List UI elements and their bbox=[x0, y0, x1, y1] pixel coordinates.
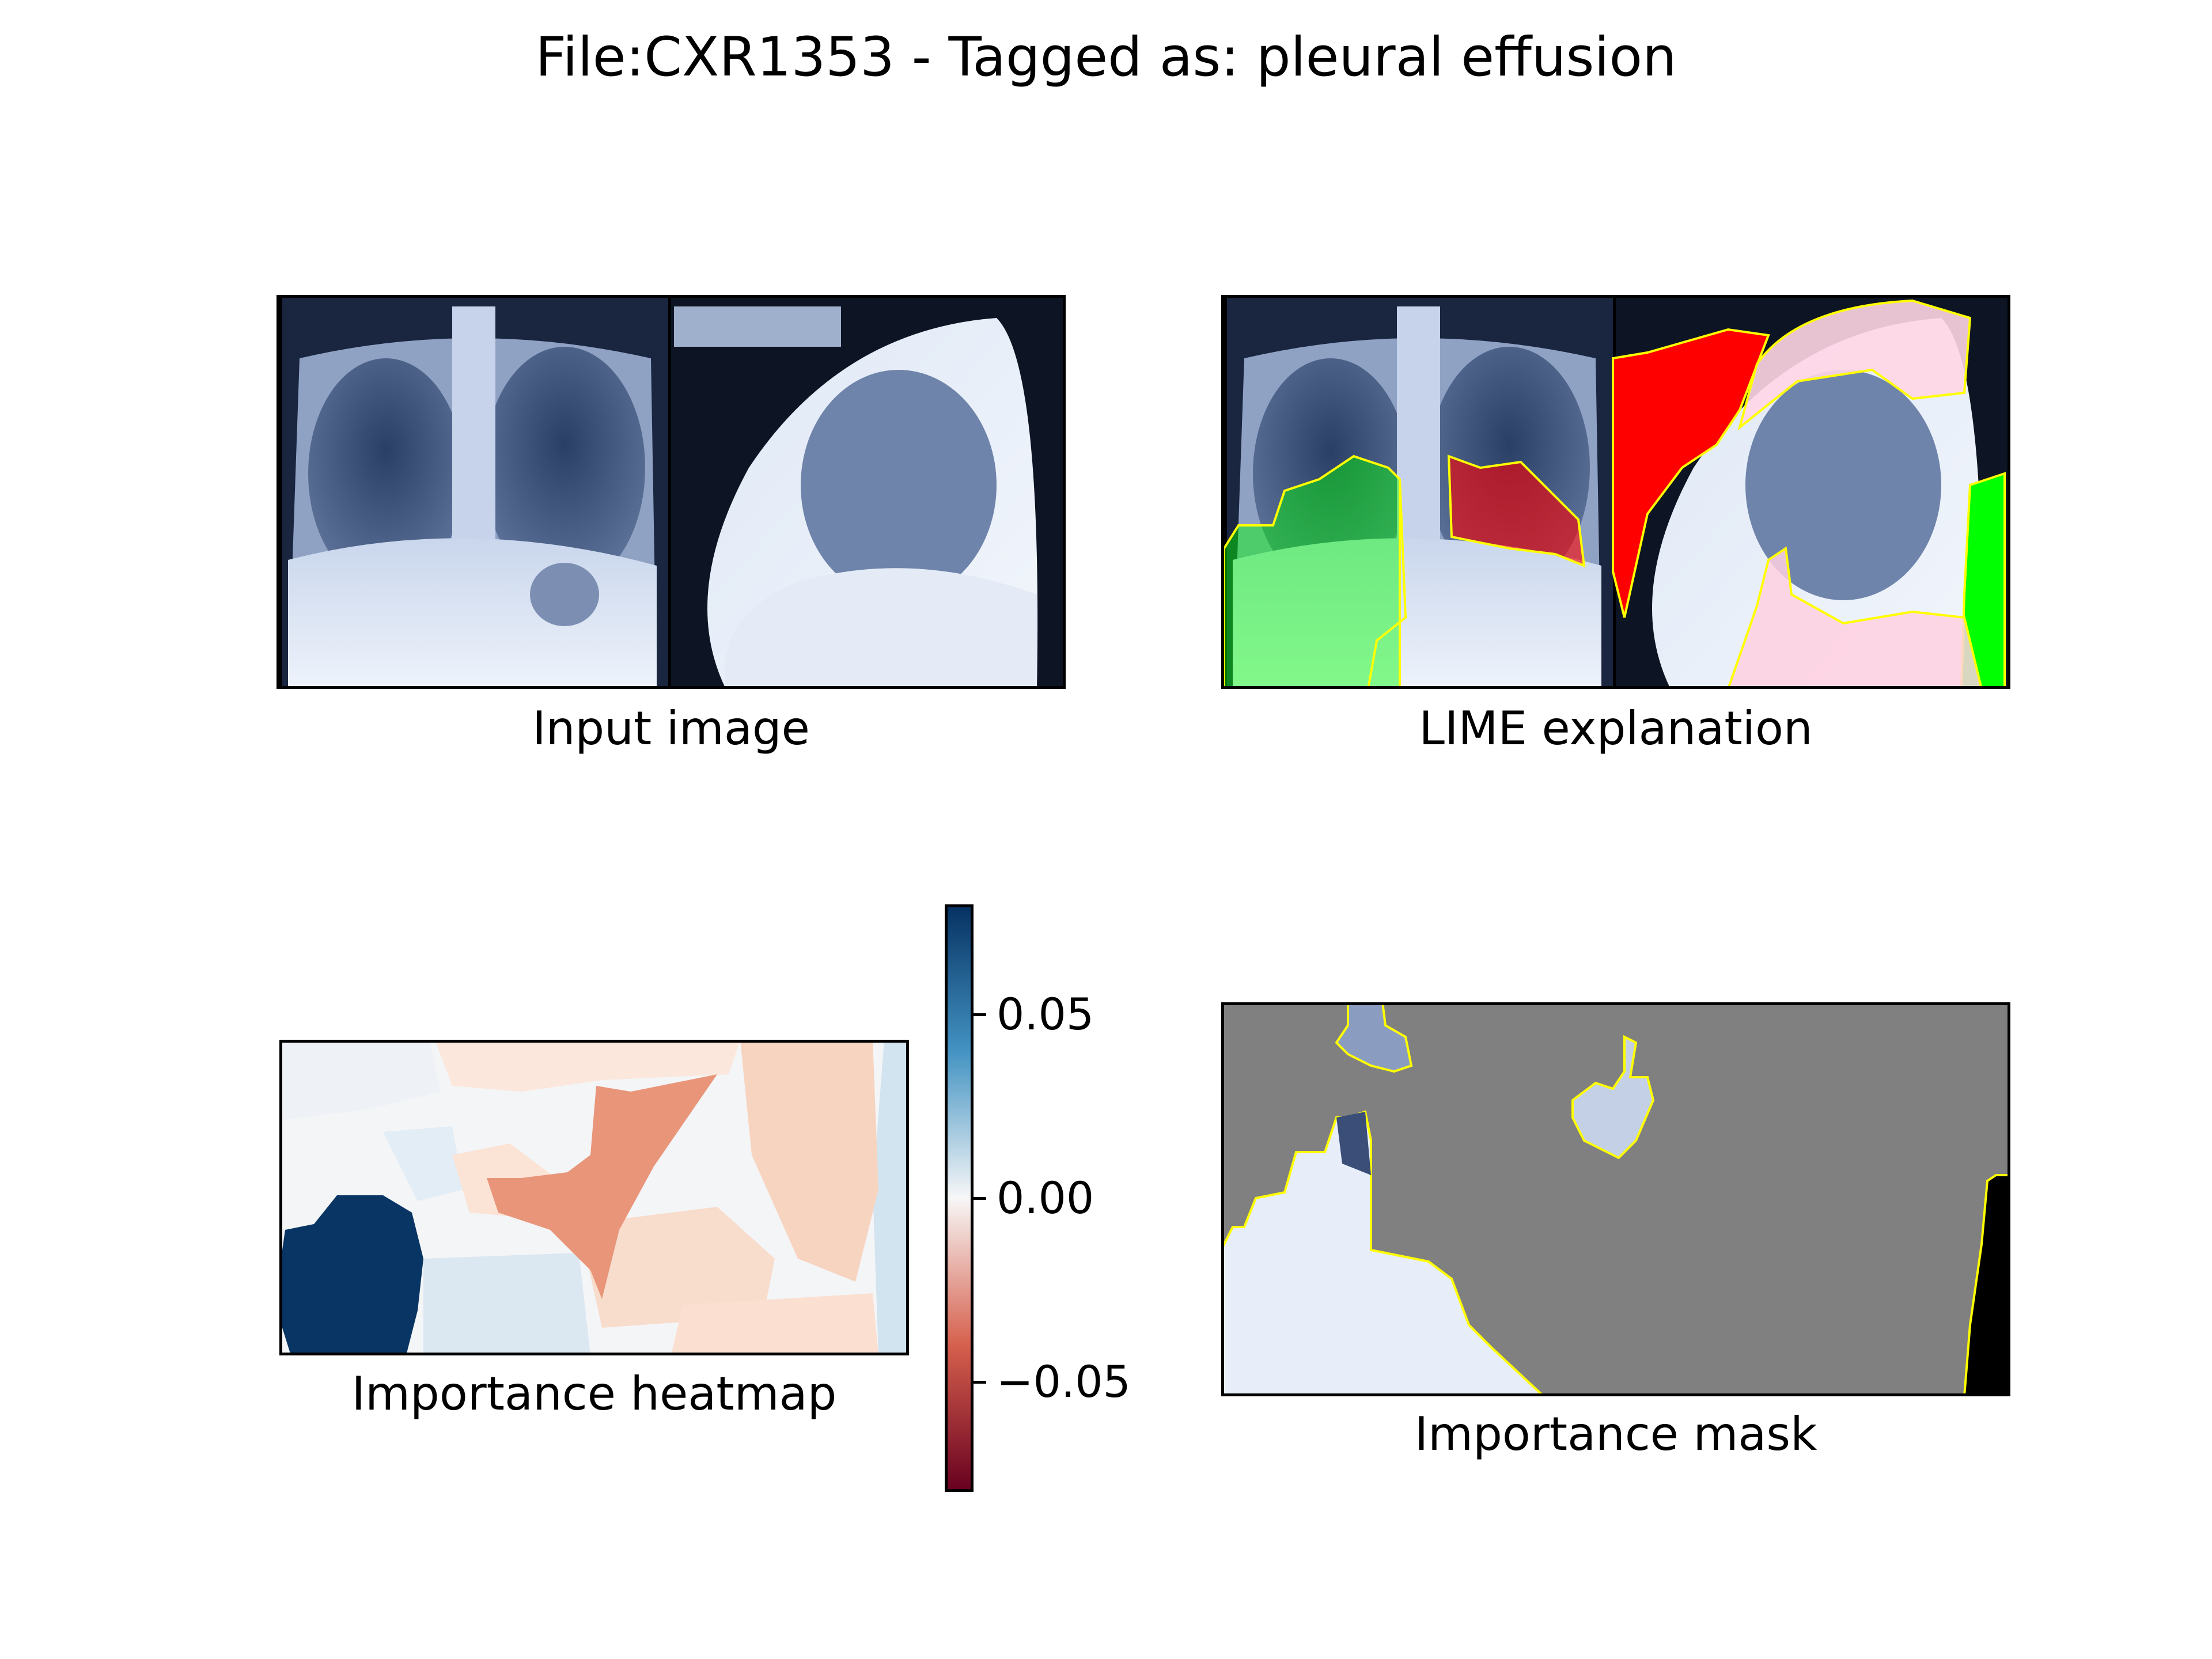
colorbar-gradient bbox=[945, 904, 974, 1492]
input-image-panel bbox=[276, 295, 1066, 689]
mask-visible-region-right bbox=[1963, 1174, 2010, 1396]
lime-positive-region-right bbox=[1960, 472, 2006, 689]
importance-mask-panel bbox=[1221, 1002, 2010, 1396]
heatmap-positive-region bbox=[279, 1195, 423, 1355]
colorbar-tick-label: −0.05 bbox=[997, 1355, 1131, 1407]
colorbar bbox=[945, 904, 974, 1492]
lime-explanation-caption: LIME explanation bbox=[1419, 702, 1813, 755]
heatmap-negative-region bbox=[487, 1074, 717, 1299]
lime-explanation-image bbox=[1221, 295, 2010, 689]
colorbar-tick-label: 0.05 bbox=[997, 988, 1094, 1040]
input-image bbox=[276, 295, 1066, 689]
mask-visible-region-middle bbox=[1571, 1035, 1655, 1160]
lime-positive-region bbox=[1223, 454, 1401, 689]
figure-title: File:CXR1353 - Tagged as: pleural effusi… bbox=[535, 26, 1677, 89]
lime-negative-region-top bbox=[1737, 299, 1972, 431]
mask-visible-region-top bbox=[1335, 1002, 1413, 1073]
colorbar-tick-mark bbox=[974, 1197, 986, 1200]
colorbar-tick-mark bbox=[974, 1013, 986, 1017]
lime-negative-region-bottom bbox=[1726, 546, 1983, 689]
importance-heatmap-panel bbox=[279, 1040, 909, 1355]
lime-negative-region-lateral bbox=[1612, 328, 1770, 618]
input-image-caption: Input image bbox=[532, 702, 810, 755]
mask-visible-region-left bbox=[1221, 1110, 1546, 1396]
importance-mask-caption: Importance mask bbox=[1414, 1407, 1817, 1461]
lime-explanation-panel bbox=[1221, 295, 2010, 689]
importance-mask bbox=[1221, 1002, 2010, 1396]
colorbar-tick-label: 0.00 bbox=[997, 1172, 1094, 1224]
importance-heatmap-caption: Importance heatmap bbox=[351, 1367, 837, 1421]
colorbar-tick-mark bbox=[974, 1380, 986, 1384]
importance-heatmap bbox=[279, 1040, 909, 1355]
lime-negative-region bbox=[1447, 454, 1586, 568]
